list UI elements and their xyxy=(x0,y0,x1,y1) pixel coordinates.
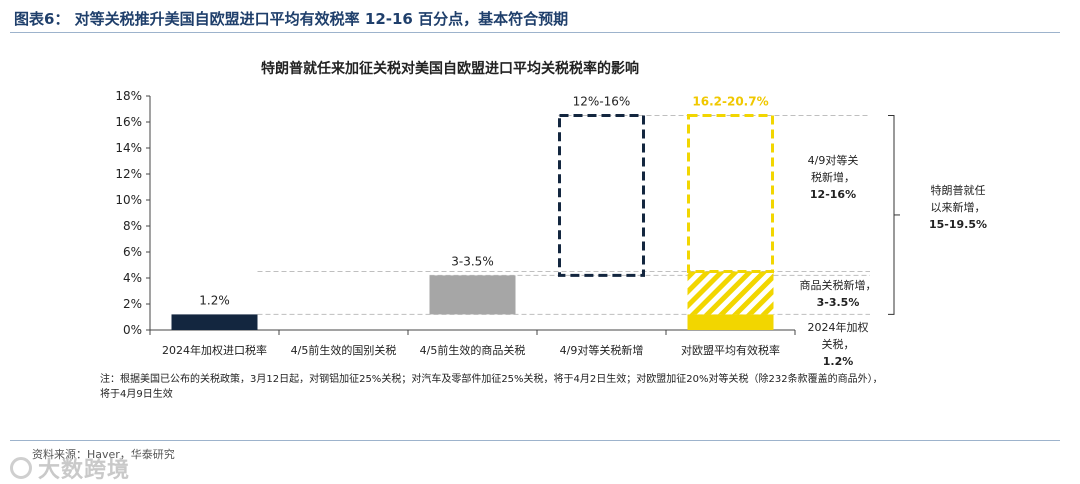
bar-segment-goods xyxy=(687,271,774,315)
bar-data-label: 3-3.5% xyxy=(451,254,493,268)
watermark-logo-icon xyxy=(10,457,32,479)
y-tick-label: 2% xyxy=(123,297,142,311)
bar-data-label: 16.2-20.7% xyxy=(692,95,768,109)
y-tick-label: 14% xyxy=(115,141,142,155)
y-tick-label: 10% xyxy=(115,193,142,207)
annotation-base-2024: 1.2% xyxy=(823,355,854,368)
figure-title: 图表6： 对等关税推升美国自欧盟进口平均有效税率 12-16 百分点，基本符合预… xyxy=(14,10,569,28)
x-tick-label: 2024年加权进口税率 xyxy=(162,343,267,357)
annotation-base-2024: 2024年加权 xyxy=(808,320,869,334)
annotation-total-new: 15-19.5% xyxy=(929,218,987,231)
source-text: 资料来源：Haver，华泰研究 xyxy=(32,448,175,461)
bar-reciprocal-tariff xyxy=(558,114,645,277)
bar-segment-reciprocal xyxy=(687,114,774,273)
bar-data-label: 1.2% xyxy=(199,293,230,307)
bar-2024-rate xyxy=(171,314,258,330)
bar-segment-base xyxy=(687,314,774,330)
annotation-goods-new: 商品关税新增， xyxy=(800,278,877,292)
annotation-total-new: 以来新增， xyxy=(931,200,986,214)
chart-title: 特朗普就任来加征关税对美国自欧盟进口平均关税税率的影响 xyxy=(261,61,639,77)
y-tick-label: 0% xyxy=(123,323,142,337)
annotation-reciprocal-new: 4/9对等关 xyxy=(808,153,859,167)
y-tick-label: 18% xyxy=(115,89,142,103)
footnote-line-2: 将于4月9日生效 xyxy=(100,389,173,400)
y-tick-label: 6% xyxy=(123,245,142,259)
top-divider xyxy=(10,32,1060,33)
y-tick-label: 16% xyxy=(115,115,142,129)
annotation-total-new: 特朗普就任 xyxy=(931,183,986,197)
watermark-text: 大数跨境 xyxy=(38,458,131,483)
footnote-line-1: 注：根据美国已公布的关税政策，3月12日起，对钢铝加征25%关税；对汽车及零部件… xyxy=(100,374,883,385)
x-tick-label: 4/5前生效的商品关税 xyxy=(420,343,526,357)
bar-data-label: 12%-16% xyxy=(573,95,631,109)
footnote: 注：根据美国已公布的关税政策，3月12日起，对钢铝加征25%关税；对汽车及零部件… xyxy=(100,372,1000,402)
y-tick-label: 12% xyxy=(115,167,142,181)
bracket-total xyxy=(888,115,895,315)
x-tick-label: 对欧盟平均有效税率 xyxy=(681,343,780,357)
annotation-reciprocal-new: 12-16% xyxy=(810,188,856,201)
x-tick-label: 4/9对等关税新增 xyxy=(560,343,644,357)
bar-goods-tariff xyxy=(429,275,516,315)
y-tick-label: 4% xyxy=(123,271,142,285)
watermark: 大数跨境 xyxy=(10,452,130,484)
x-tick-label: 4/5前生效的国别关税 xyxy=(291,343,397,357)
annotation-reciprocal-new: 税新增， xyxy=(811,170,855,184)
annotation-goods-new: 3-3.5% xyxy=(817,296,860,309)
annotation-base-2024: 关税， xyxy=(822,337,855,351)
y-tick-label: 8% xyxy=(123,219,142,233)
bottom-divider xyxy=(10,440,1060,441)
